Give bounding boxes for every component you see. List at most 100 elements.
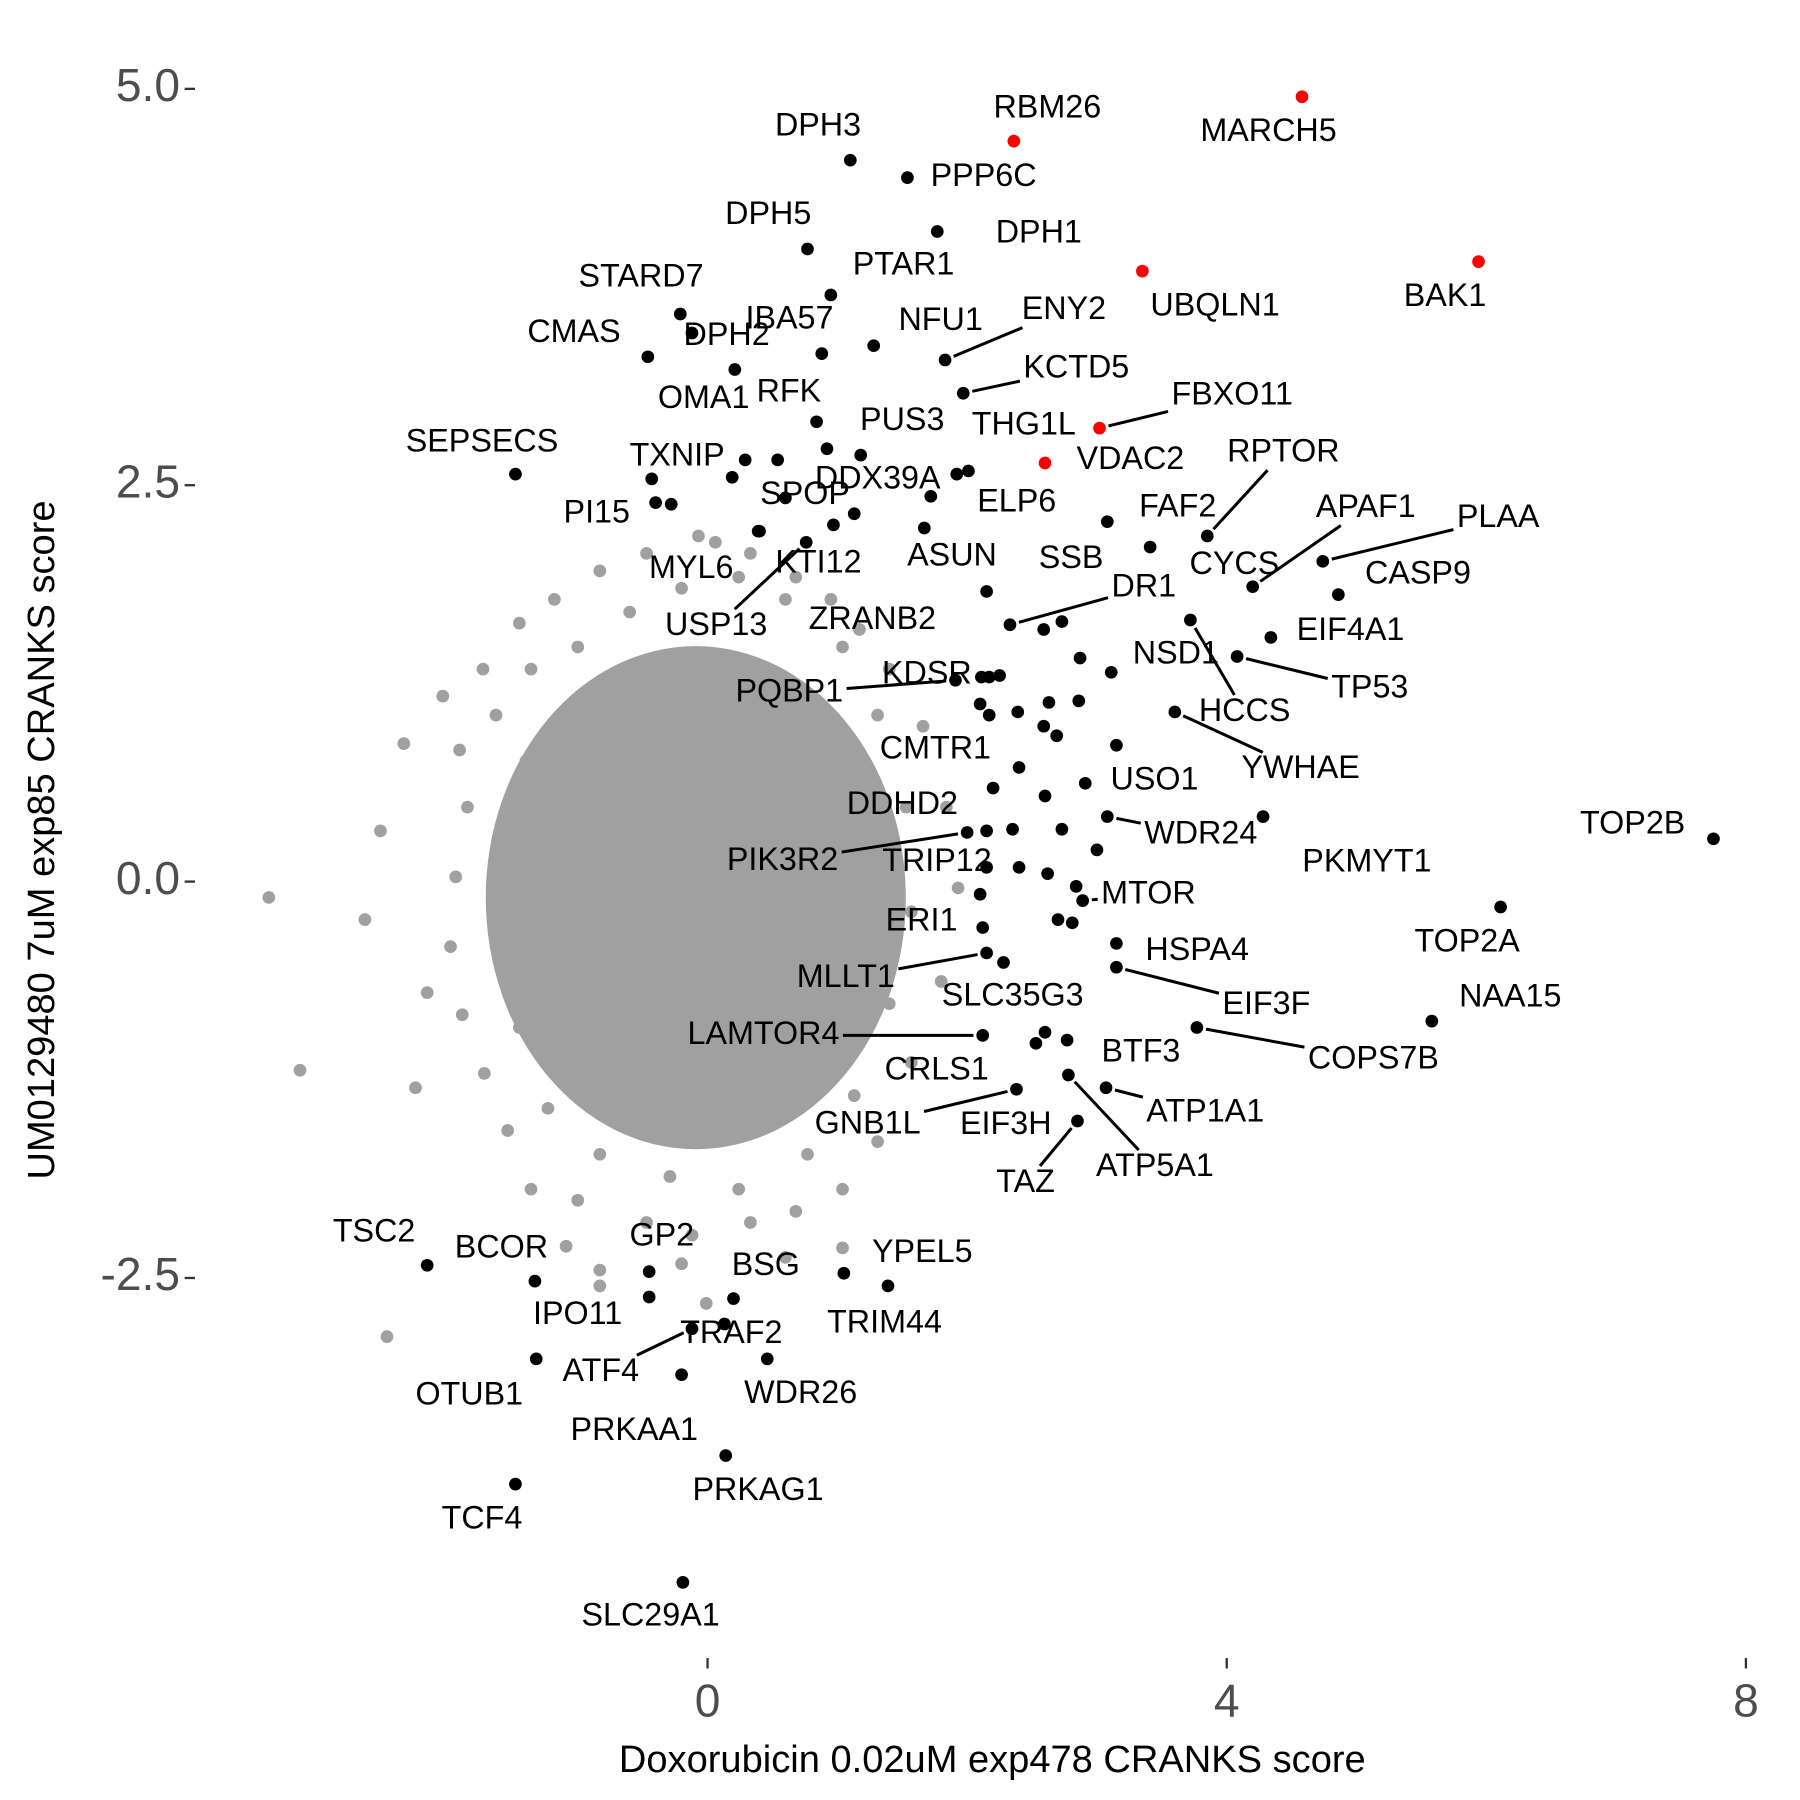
density-cloud [485,646,906,1150]
background-point [436,689,450,703]
background-point [871,1135,884,1148]
highlight-point [1256,810,1270,823]
point-label: USO1 [1111,761,1199,797]
highlight-point [1029,1036,1043,1050]
background-point [640,1216,653,1229]
highlight-point [771,453,784,467]
highlight-point [1037,719,1051,733]
label-connector [1073,1080,1140,1152]
highlight-point [1093,421,1106,435]
highlight-point [509,1477,522,1491]
background-point [380,1330,394,1343]
label-connector [1259,524,1342,583]
highlight-point [1472,255,1485,269]
highlight-point [1246,580,1260,594]
highlight-point [1060,1033,1074,1047]
highlight-point [1010,1082,1023,1096]
point-label: CASP9 [1365,555,1471,591]
point-label: SEPSECS [406,422,559,458]
label-connector [1091,897,1098,902]
label-connector [971,379,1021,393]
dense-core [485,646,906,1150]
point-label: ELP6 [977,482,1056,518]
highlight-point [529,1352,543,1366]
point-label: DPH3 [775,106,861,142]
highlight-point [641,350,655,364]
background-point [744,547,757,560]
label-connector [1245,657,1329,680]
point-label: ATP1A1 [1146,1093,1264,1129]
point-label: MTOR [1101,874,1196,910]
x-tick-label: 0 [695,1674,721,1726]
background-point [779,593,792,606]
point-label: RPTOR [1227,432,1339,468]
background-point [571,1193,585,1207]
background-point [853,623,866,636]
point-label: UBQLN1 [1150,286,1279,322]
x-tick-label: 8 [1733,1674,1759,1726]
point-label: TRIM44 [827,1304,942,1340]
point-label: PUS3 [860,401,944,437]
label-connector [733,547,801,611]
highlight-point [1090,843,1104,857]
point-label: OTUB1 [415,1375,523,1411]
highlight-point [949,673,962,687]
highlight-point [685,326,699,340]
point-label: NFU1 [898,301,982,337]
background-point [455,1008,469,1022]
background-point [409,1081,422,1095]
highlight-point [810,415,823,429]
background-point [871,708,884,722]
point-label: RBM26 [993,88,1101,124]
point-label: ENY2 [1022,290,1106,326]
background-point [801,1147,814,1161]
point-label: DPH1 [996,213,1082,249]
highlight-point [1072,694,1086,708]
point-label: SLC29A1 [581,1597,719,1633]
highlight-point [1065,916,1079,930]
highlight-point [528,1274,542,1288]
highlight-point [960,826,974,839]
background-point [916,719,930,733]
point-label: YPEL5 [872,1233,973,1269]
background-point [663,1170,677,1183]
highlight-point [1011,705,1025,719]
point-label: PI15 [564,494,630,530]
highlight-point [1230,650,1244,663]
point-label: CYCS [1190,545,1280,581]
point-label: ZRANB2 [809,600,936,636]
point-label: NAA15 [1459,978,1561,1014]
connectors [636,326,1454,1357]
point-label: TP53 [1331,668,1408,704]
background-point [940,800,953,814]
point-label: DDX39A [815,460,941,496]
highlight-point [725,470,739,484]
background-point [593,1147,607,1161]
highlight-point [645,472,659,486]
highlight-point [917,521,931,535]
highlight-point [1071,1114,1084,1128]
highlight-point [1050,729,1064,743]
highlight-point [1037,623,1051,636]
point-label: BSG [732,1246,800,1282]
background-point [397,737,411,751]
background-point [512,616,526,630]
highlight-point [930,225,944,238]
highlight-point [997,956,1010,969]
highlight-point [1041,867,1054,881]
highlight-point [1190,1021,1204,1034]
label-connector [1018,596,1109,624]
highlight-point [980,585,993,598]
highlight-point [1168,705,1182,719]
point-label: PPP6C [931,157,1037,193]
highlight-point [1707,832,1720,846]
label-connector [841,832,959,854]
background-point [951,881,965,895]
highlight-point [824,288,838,302]
background-point [358,913,372,926]
background-point [519,754,533,768]
highlight-point [980,824,993,838]
highlight-point [901,171,914,184]
point-label: USP13 [665,606,767,642]
point-label: IBA57 [745,300,833,336]
